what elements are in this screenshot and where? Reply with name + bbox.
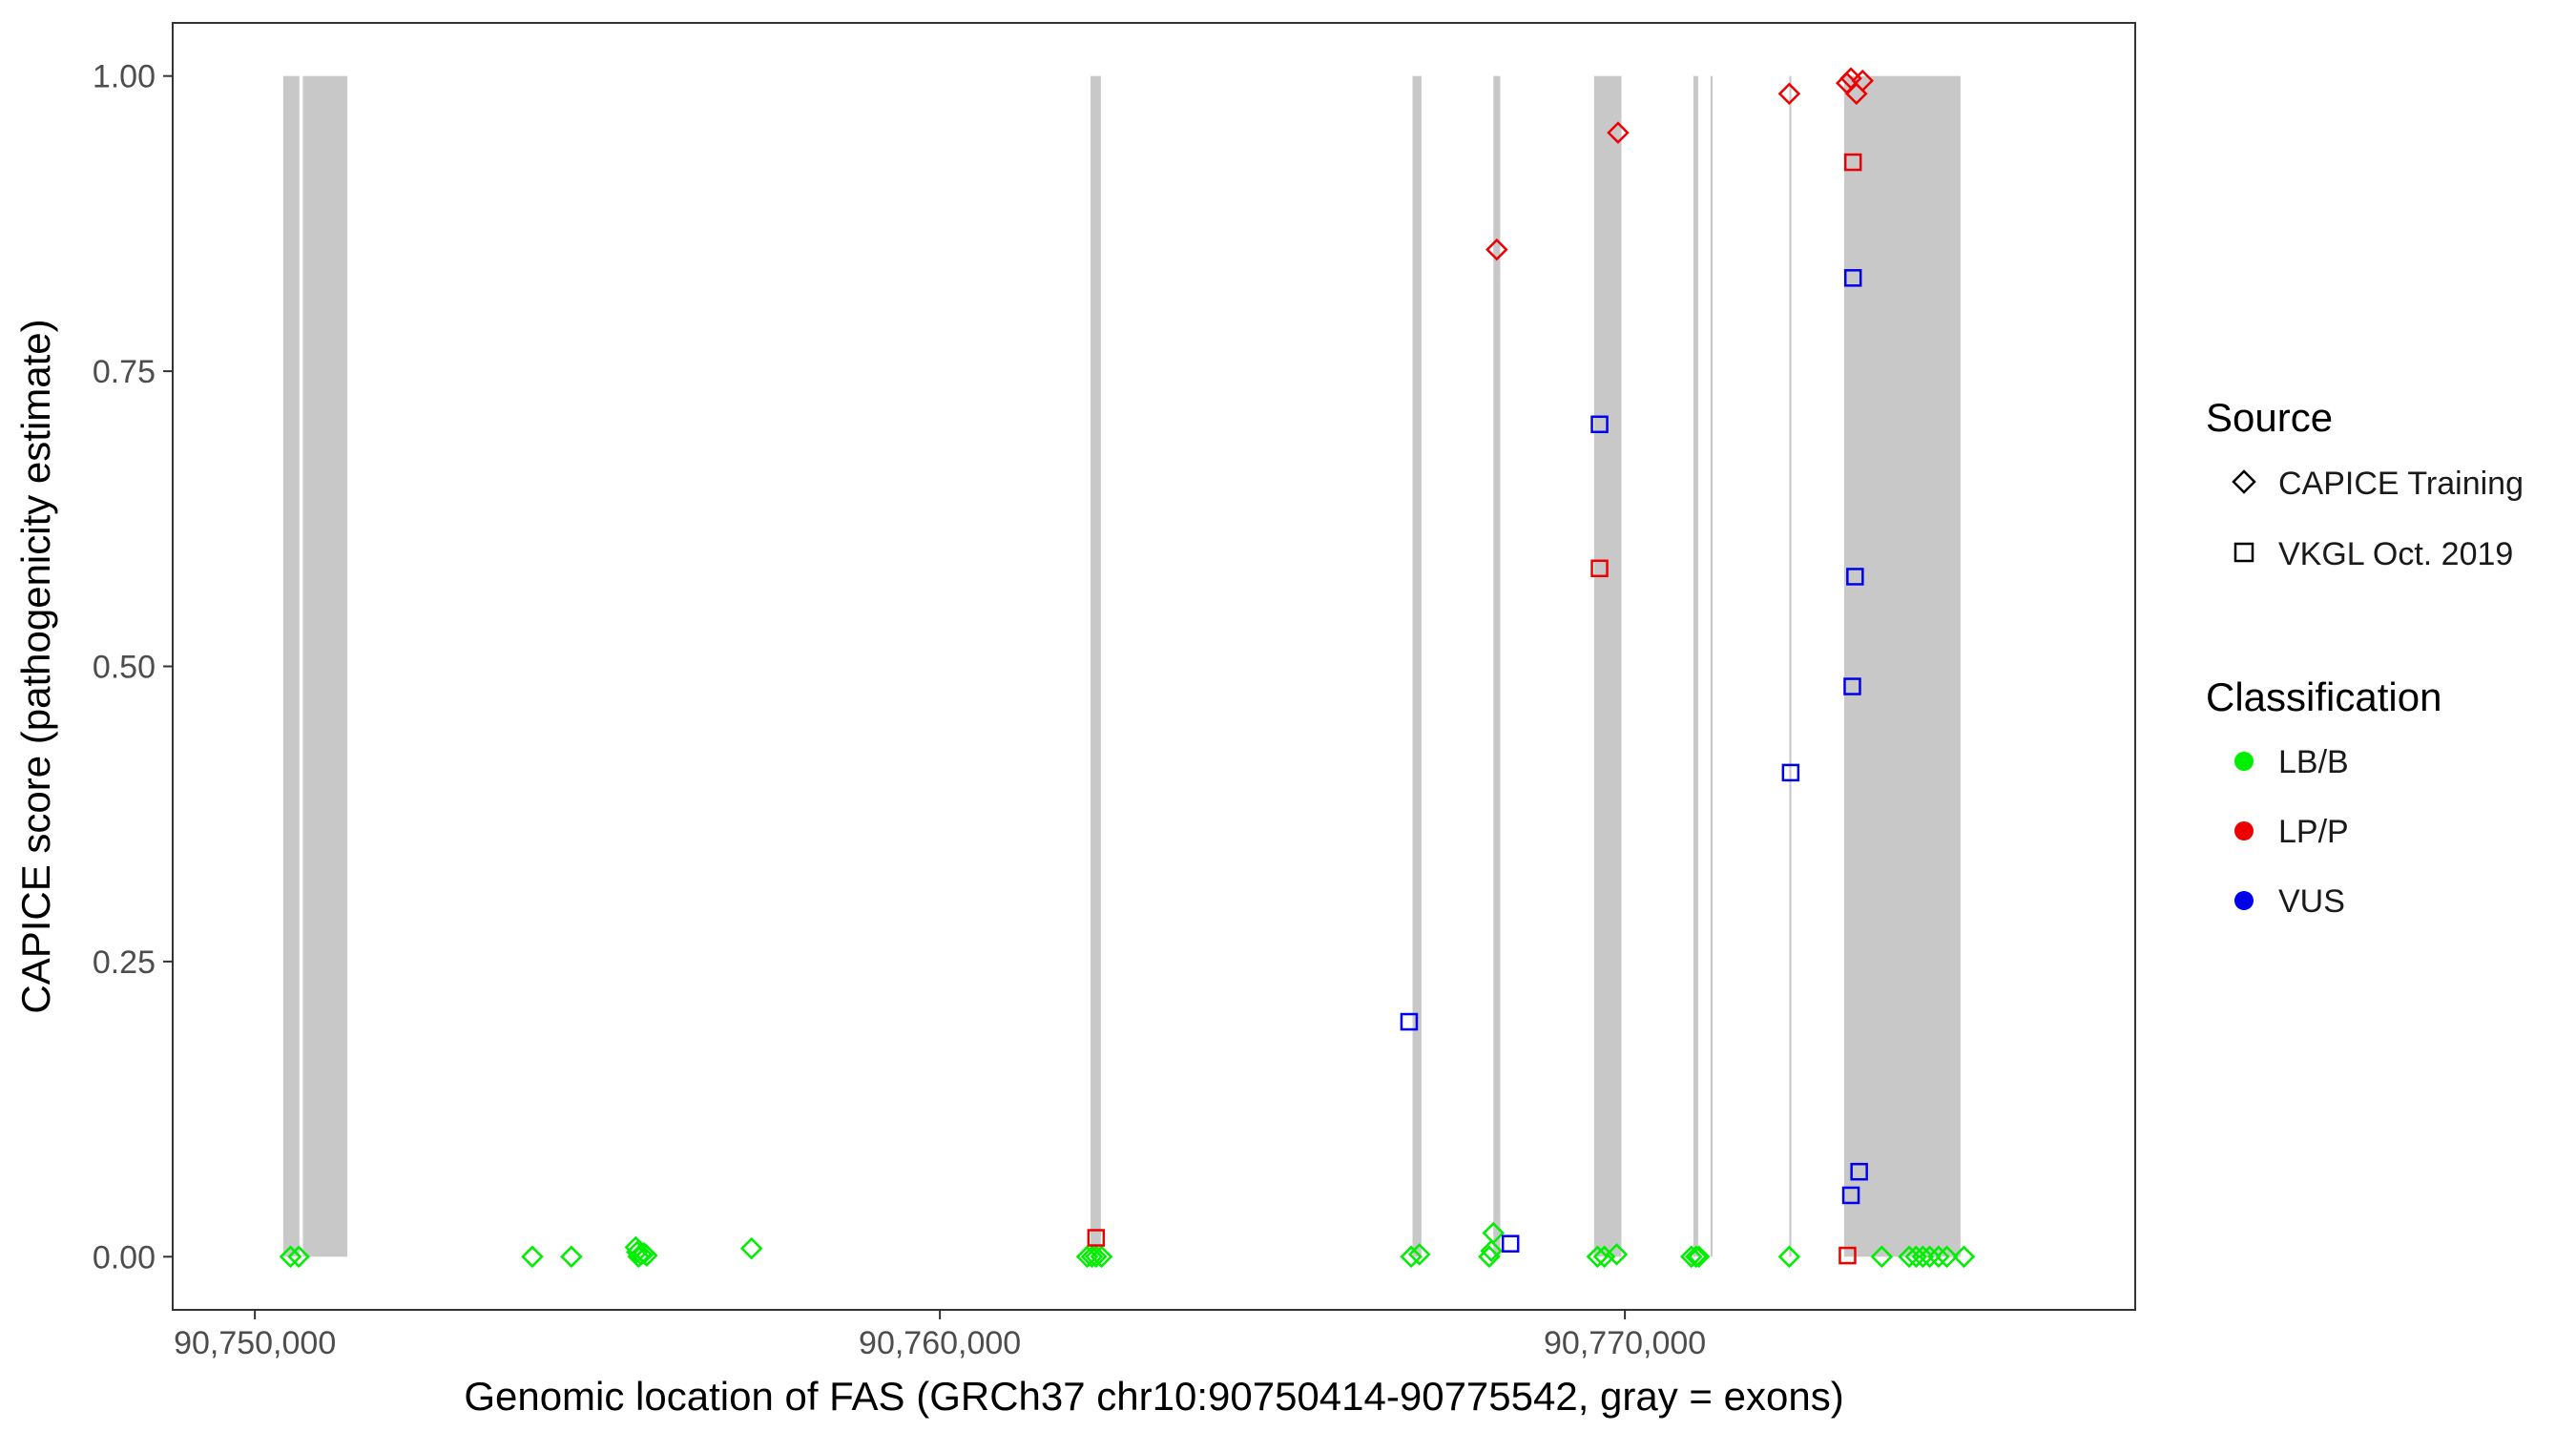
data-point-diamond [1407, 1243, 1431, 1266]
legend-dot-vus [2234, 891, 2254, 910]
y-tick-label: 0.50 [93, 650, 156, 686]
exon-band [1412, 75, 1422, 1257]
data-point-square [1843, 153, 1862, 172]
exon-band [1593, 75, 1622, 1257]
data-point-square [1843, 269, 1862, 287]
data-point-diamond [287, 1245, 310, 1269]
data-point-square [1839, 1246, 1857, 1265]
y-tick-label: 1.00 [93, 59, 156, 95]
data-point-diamond [1485, 238, 1508, 261]
legend-square-key [2233, 542, 2254, 563]
data-point-diamond [1080, 1245, 1104, 1269]
data-point-square [1843, 677, 1861, 695]
x-axis-title: Genomic location of FAS (GRCh37 chr10:90… [464, 1374, 1843, 1419]
data-point-diamond [739, 1236, 763, 1260]
legend-diamond-key [2232, 469, 2256, 494]
data-point-square [1841, 1186, 1860, 1205]
data-point-diamond [1085, 1245, 1108, 1269]
data-point-square [1781, 763, 1800, 782]
data-point-diamond [1685, 1245, 1708, 1269]
data-point-diamond [1592, 1245, 1616, 1269]
legend-item-label: VUS [2278, 883, 2345, 920]
data-point-square [1850, 1162, 1868, 1181]
data-point-square [1590, 415, 1609, 434]
exon-band [282, 75, 300, 1257]
exon-layer [282, 75, 1961, 1257]
data-point-diamond [1918, 1245, 1942, 1269]
data-point-diamond [1870, 1245, 1894, 1269]
legend-item-lpp: LP/P [2234, 814, 2349, 850]
data-point-diamond [1090, 1245, 1113, 1269]
axis-layer: 90,750,000 90,760,000 90,770,000 0.00 0.25 0.… [93, 59, 1706, 1361]
exon-band [1493, 75, 1501, 1257]
data-point-diamond [635, 1244, 658, 1267]
exon-band [1693, 75, 1698, 1257]
data-point-diamond [1586, 1245, 1610, 1269]
legend-item-label: LP/P [2278, 814, 2349, 850]
legend-item-label: VKGL Oct. 2019 [2278, 536, 2513, 572]
legend-dot-lpp [2234, 821, 2254, 840]
point-layer [279, 67, 1976, 1269]
y-tick-label: 0.75 [93, 354, 156, 390]
data-point-diamond [1935, 1245, 1959, 1269]
legend: Source CAPICE Training VKGL Oct. 2019 Cl… [2206, 395, 2524, 920]
x-tick-label: 90,750,000 [174, 1325, 336, 1361]
data-point-diamond [1911, 1245, 1935, 1269]
legend-item-vkgl: VKGL Oct. 2019 [2233, 536, 2513, 572]
data-point-square [1590, 559, 1609, 578]
legend-classification-title: Classification [2206, 674, 2441, 719]
exon-band [302, 75, 348, 1257]
data-point-diamond [1927, 1245, 1950, 1269]
data-point-diamond [1605, 1243, 1629, 1266]
legend-dot-lbb [2234, 752, 2254, 771]
x-tick-label: 90,770,000 [1544, 1325, 1706, 1361]
data-point-square [1087, 1229, 1106, 1247]
data-point-square [1846, 568, 1864, 586]
legend-item-label: CAPICE Training [2278, 466, 2524, 502]
data-point-diamond [1482, 1221, 1506, 1245]
exon-band [1843, 75, 1961, 1257]
data-point-square [1501, 1234, 1520, 1253]
data-point-diamond [1952, 1245, 1976, 1269]
data-point-diamond [1777, 82, 1801, 106]
x-tick-label: 90,760,000 [859, 1325, 1021, 1361]
data-point-diamond [560, 1245, 583, 1269]
legend-item-capice-training: CAPICE Training [2232, 466, 2524, 502]
data-point-diamond [1851, 69, 1875, 93]
data-point-diamond [1400, 1245, 1423, 1269]
data-point-diamond [1679, 1245, 1703, 1269]
legend-item-vus: VUS [2234, 883, 2345, 920]
exon-band [1789, 75, 1792, 1257]
y-tick-label: 0.00 [93, 1239, 156, 1275]
legend-item-label: LB/B [2278, 744, 2349, 780]
data-point-diamond [1607, 121, 1630, 144]
legend-item-lbb: LB/B [2234, 744, 2349, 780]
data-point-diamond [1777, 1245, 1801, 1269]
exon-band [1710, 75, 1714, 1257]
data-point-diamond [521, 1245, 544, 1269]
data-point-diamond [279, 1245, 302, 1269]
exon-band [1091, 75, 1101, 1257]
data-point-square [1400, 1012, 1419, 1031]
y-axis-title: CAPICE score (pathogenicity estimate) [13, 319, 58, 1013]
data-point-diamond [1480, 1239, 1503, 1262]
legend-source-title: Source [2206, 395, 2333, 440]
data-point-diamond [1687, 1245, 1711, 1269]
y-tick-label: 0.25 [93, 944, 156, 981]
